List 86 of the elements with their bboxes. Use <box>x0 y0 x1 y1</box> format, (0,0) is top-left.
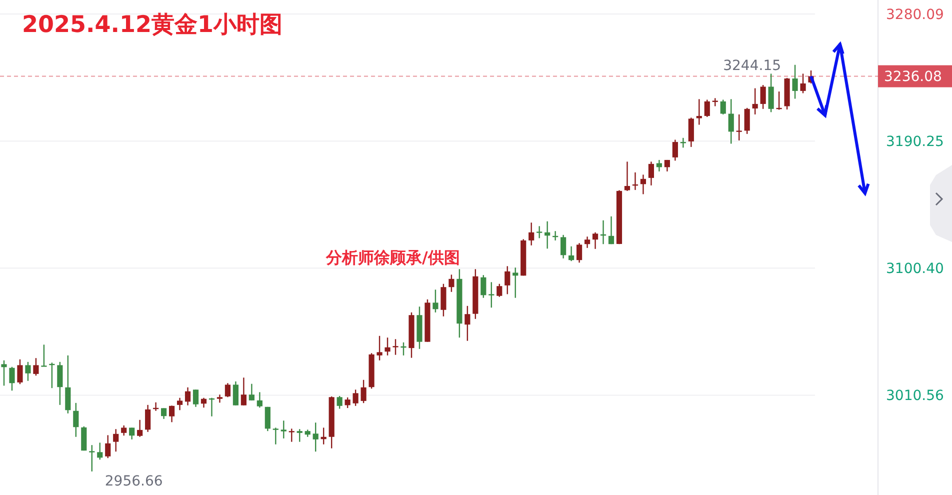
candlestick <box>272 427 278 445</box>
candlestick <box>536 226 542 239</box>
candlestick <box>312 422 318 452</box>
candlestick <box>608 216 614 245</box>
candlestick <box>432 289 438 314</box>
annotation: 2956.66 <box>104 473 163 490</box>
candlestick <box>216 394 223 404</box>
candlestick <box>648 161 654 186</box>
candlestick <box>560 234 566 259</box>
candlestick <box>41 344 47 367</box>
candlestick <box>800 73 806 94</box>
candlestick <box>121 424 127 436</box>
candlestick <box>65 354 71 414</box>
annotation: 分析师徐顾承/供图 <box>325 248 460 267</box>
candlestick <box>528 222 534 246</box>
ref-line-label: 3236.08 <box>884 69 942 86</box>
candlestick <box>728 98 734 144</box>
y-tick-label: 3280.09 <box>886 6 944 23</box>
candlestick <box>81 426 87 452</box>
candlestick <box>280 420 286 440</box>
candlestick <box>584 236 590 249</box>
candlestick <box>480 274 486 298</box>
text: 2025.4.12黄金1小时图 <box>22 12 283 38</box>
candlestick <box>224 382 231 398</box>
candlestick <box>640 174 646 195</box>
candlestick <box>145 404 151 433</box>
candlestick <box>192 389 199 408</box>
candlestick <box>344 396 350 409</box>
candlestick <box>288 428 294 442</box>
candlestick <box>512 266 518 298</box>
candlestick <box>176 397 183 411</box>
candlestick <box>440 283 446 317</box>
candlestick <box>240 377 246 406</box>
candlestick <box>672 139 678 162</box>
candlestick <box>360 379 366 404</box>
candlestick <box>568 246 574 262</box>
candlestick <box>544 220 550 250</box>
candlestick <box>248 383 254 401</box>
candlestick <box>33 357 39 376</box>
y-tick-label: 3190.25 <box>886 134 944 150</box>
candlestick <box>504 266 510 295</box>
candlestick <box>576 242 582 264</box>
candlestick <box>9 366 15 392</box>
candlestick <box>161 408 167 420</box>
candlestick <box>137 419 143 438</box>
candlestick <box>760 84 766 110</box>
candlestick <box>105 434 111 459</box>
candlestick <box>97 442 103 460</box>
candlestick <box>592 232 598 250</box>
candlestick <box>448 274 454 293</box>
candlestick <box>392 338 398 356</box>
candlestick <box>57 361 63 406</box>
candlestick <box>792 64 798 100</box>
candlestick <box>129 427 135 440</box>
candlestick <box>720 99 726 116</box>
candlestick <box>264 406 270 432</box>
y-tick-label: 3010.56 <box>886 388 944 404</box>
candlestick <box>336 395 342 410</box>
candlestick <box>296 428 302 442</box>
y-tick-label: 3100.40 <box>886 261 944 278</box>
candlestick <box>464 305 470 342</box>
candlestick <box>89 444 95 472</box>
candlestick <box>200 397 207 408</box>
candlestick <box>376 335 382 361</box>
candlestick <box>256 392 262 408</box>
candlestick <box>656 159 662 172</box>
candlestick <box>496 283 502 298</box>
candlestick <box>73 402 79 438</box>
candlestick <box>25 361 31 382</box>
candlestick <box>488 282 494 308</box>
candlestick <box>704 99 710 118</box>
candlestick <box>113 428 119 452</box>
candlestick <box>232 380 239 406</box>
candlestick <box>184 386 191 406</box>
candlestick <box>168 405 175 423</box>
candlestick <box>688 117 694 148</box>
candlestick <box>352 389 358 406</box>
candlestick <box>17 358 23 385</box>
candlestick <box>752 88 758 116</box>
candlestick <box>768 73 774 113</box>
candlestick <box>384 336 390 356</box>
candlestick <box>624 161 630 192</box>
annotation: 3244.15 <box>723 58 782 74</box>
candlestick <box>744 107 750 135</box>
candlestick <box>1 360 7 386</box>
candlestick <box>736 114 742 142</box>
